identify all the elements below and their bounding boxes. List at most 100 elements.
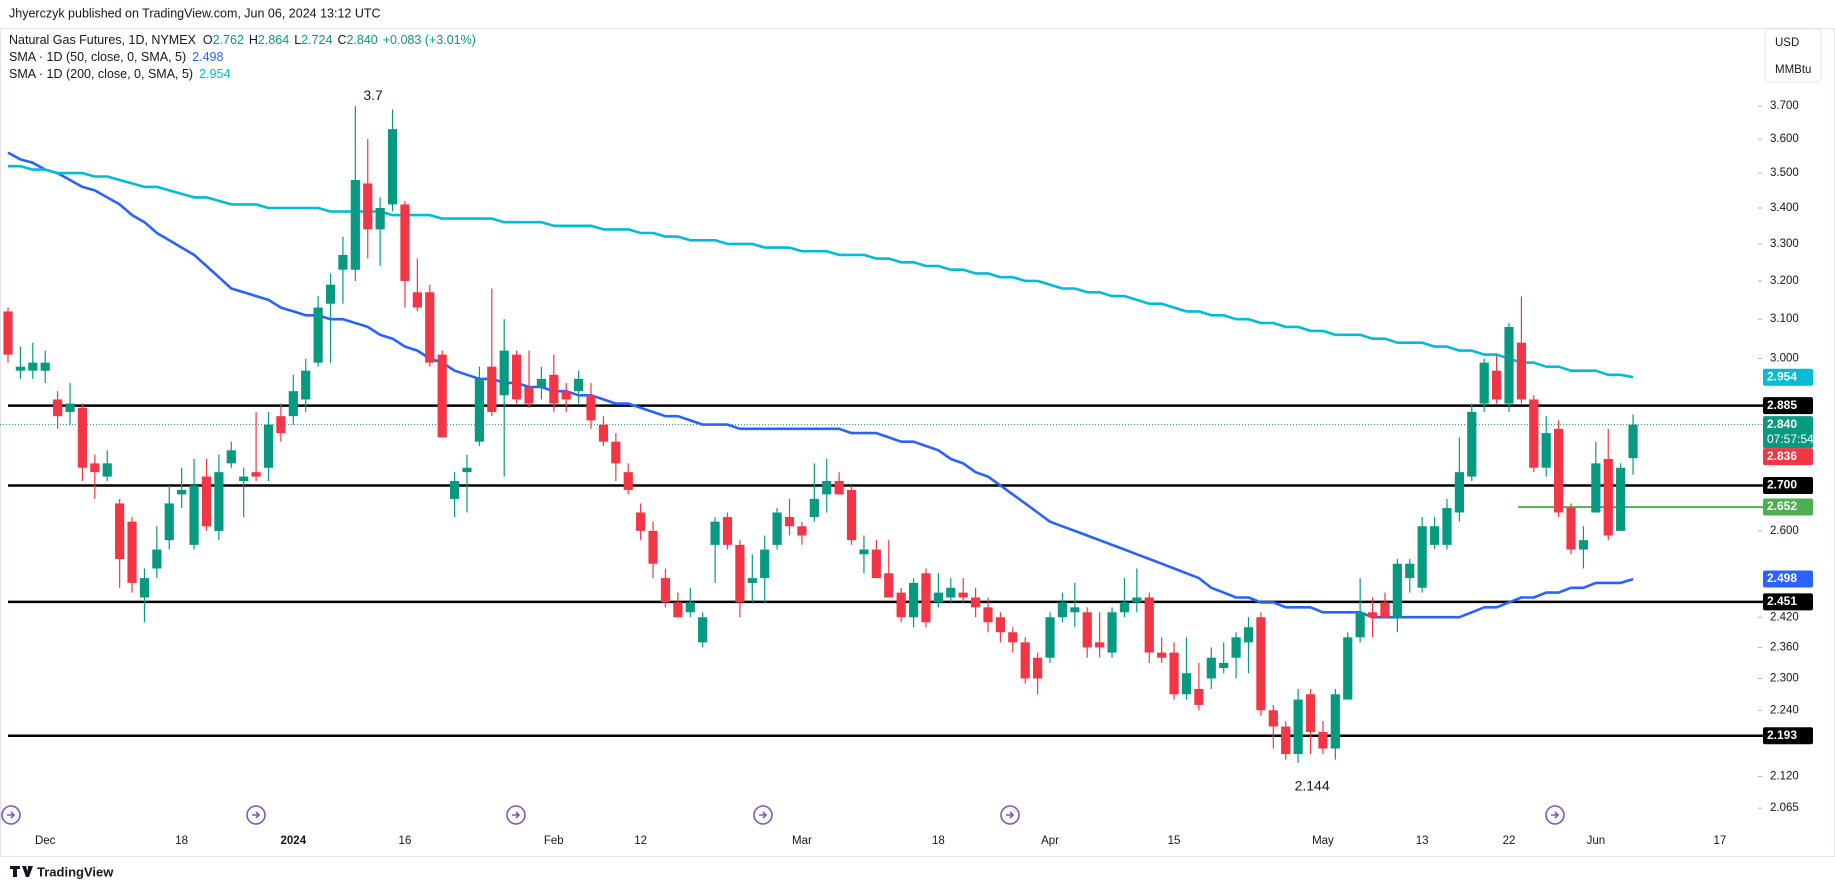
candle-body (995, 617, 1005, 633)
candle-body (1405, 563, 1415, 579)
sma-price-box (1763, 570, 1813, 588)
unit: MMBtu (1775, 64, 1811, 76)
symbol-header: Natural Gas Futures, 1D, NYMEX O2.762 H2.8… (9, 33, 476, 47)
event-arrows (7, 811, 1560, 819)
candle-body (760, 549, 770, 579)
y-tick-label: 2.600 (1770, 525, 1799, 537)
candle-body (1107, 612, 1117, 653)
candle-body (1467, 411, 1477, 477)
ohlc-value: 2.864 (258, 33, 289, 47)
level-price-box (1763, 727, 1813, 745)
candle-body (226, 450, 236, 464)
candle-body (1281, 726, 1291, 755)
candle-body (921, 573, 931, 623)
symbol-title: Natural Gas Futures, 1D, NYMEX (9, 33, 197, 47)
candle-body (288, 391, 298, 417)
level-price-box-label: 2.193 (1767, 728, 1797, 742)
candle-body (1293, 699, 1303, 755)
candle-body (673, 602, 683, 618)
level-price-box-label: 2.885 (1767, 398, 1797, 412)
x-tick-label: May (1312, 835, 1334, 847)
unit-box[interactable] (1764, 28, 1822, 83)
candle-body (1330, 694, 1340, 749)
candle-body (1256, 617, 1266, 711)
candle-body (648, 530, 658, 564)
candle-body (834, 481, 844, 495)
x-tick-label: Dec (35, 835, 56, 847)
x-tick-label: 13 (1416, 835, 1429, 847)
candle-body (152, 549, 162, 569)
candle-body (1082, 612, 1092, 648)
candle-body (201, 476, 212, 527)
candle-body (90, 463, 100, 473)
candle-body (871, 549, 881, 579)
candle-body (276, 416, 286, 434)
candle-body (660, 578, 671, 603)
level-price-box (1763, 397, 1813, 415)
candle-body (1628, 424, 1638, 459)
level-price-box-label: 2.700 (1767, 478, 1797, 492)
prev-close-box-label: 2.836 (1767, 449, 1797, 463)
candle-body (375, 207, 385, 230)
candle-body (1578, 540, 1589, 550)
candle-body (53, 399, 63, 417)
candle-body (809, 498, 819, 518)
candle-body (1392, 563, 1402, 618)
x-tick-label: 16 (399, 835, 412, 847)
y-tick-label: 2.360 (1770, 641, 1799, 653)
candle-body (115, 503, 125, 559)
candle-body (896, 592, 906, 618)
candle-body (1591, 463, 1601, 513)
candle-body (846, 489, 857, 541)
candle-body (1603, 458, 1613, 536)
prev-close-box (1763, 448, 1813, 466)
candle-body (1367, 612, 1378, 618)
indicator-value: 2.954 (199, 67, 230, 81)
sma-price-box (1763, 368, 1813, 386)
candle-body (536, 378, 547, 388)
candle-body (636, 512, 646, 531)
candle-body (722, 517, 733, 545)
candle-body (1095, 642, 1105, 648)
candle-body (908, 582, 919, 618)
candle-body (1144, 597, 1154, 653)
candle-body (685, 602, 695, 613)
candle-body (1045, 617, 1055, 658)
candle-body (598, 424, 609, 442)
y-tick-label: 2.120 (1770, 771, 1799, 783)
sma-price-box-label: 2.498 (1767, 571, 1797, 585)
logo-mark (10, 866, 33, 877)
x-tick-label: Apr (1041, 835, 1059, 847)
level-price-box (1763, 476, 1813, 494)
x-tick-label: 18 (932, 835, 945, 847)
candle-body (747, 578, 757, 583)
candle-body (1243, 627, 1254, 643)
last-price-box (1763, 416, 1813, 449)
candle-body (1070, 607, 1080, 613)
candle-body (735, 544, 745, 603)
candle-body (1442, 507, 1452, 545)
sma200-legend: SMA · 1D (200, close, 0, SMA, 5) 2.954 (9, 67, 230, 81)
candle-body (784, 517, 795, 527)
candle-body (164, 503, 174, 541)
candle-body (425, 292, 435, 363)
ohlc-value: 2.840 (346, 33, 377, 47)
candle-body (1343, 637, 1353, 700)
x-tick-label: 2024 (281, 835, 307, 847)
sma-line (8, 164, 1634, 379)
candle-body (139, 578, 150, 598)
x-tick-label: 17 (1713, 835, 1726, 847)
candle-body (958, 592, 968, 598)
candle-body (1181, 673, 1192, 695)
x-tick-label: 15 (1168, 835, 1181, 847)
candle-body (1206, 657, 1216, 679)
candle-body (15, 366, 26, 371)
change: +0.083 (+3.01%) (383, 33, 476, 47)
candle-body (325, 284, 336, 304)
ohlc-key: H (249, 33, 258, 47)
sma50-legend: SMA · 1D (50, close, 0, SMA, 5) 2.498 (9, 50, 223, 64)
candle-body (1008, 632, 1018, 643)
candle-body (1417, 526, 1427, 588)
candle-body (487, 366, 497, 412)
candle-body (1268, 710, 1278, 727)
